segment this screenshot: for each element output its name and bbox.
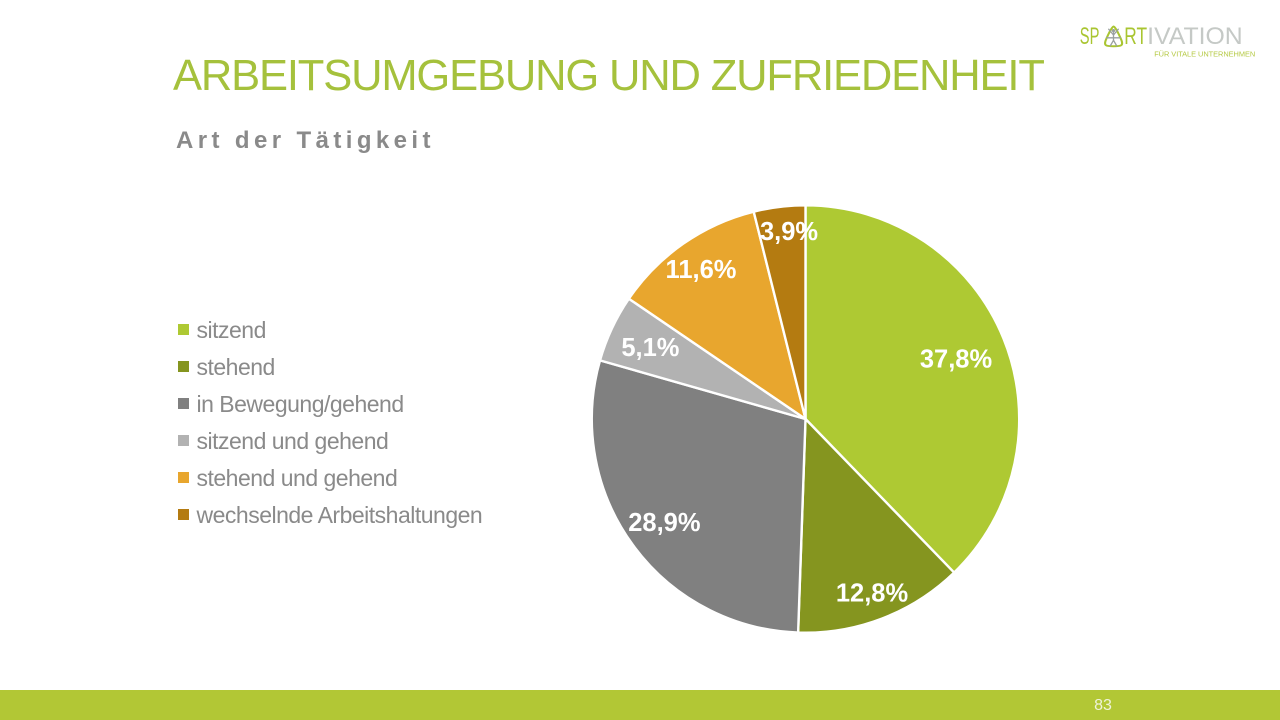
svg-text:12,8%: 12,8%	[836, 579, 908, 607]
svg-text:28,9%: 28,9%	[628, 509, 700, 537]
svg-text:37,8%: 37,8%	[920, 345, 992, 373]
svg-text:SP: SP	[1080, 23, 1100, 50]
svg-text:IVATION: IVATION	[1147, 23, 1243, 50]
svg-text:RT: RT	[1124, 23, 1147, 50]
svg-text:5,1%: 5,1%	[621, 334, 679, 362]
svg-text:11,6%: 11,6%	[666, 256, 737, 284]
svg-text:3,9%: 3,9%	[760, 218, 818, 246]
svg-text:FÜR VITALE UNTERNEHMEN: FÜR VITALE UNTERNEHMEN	[1154, 49, 1255, 58]
